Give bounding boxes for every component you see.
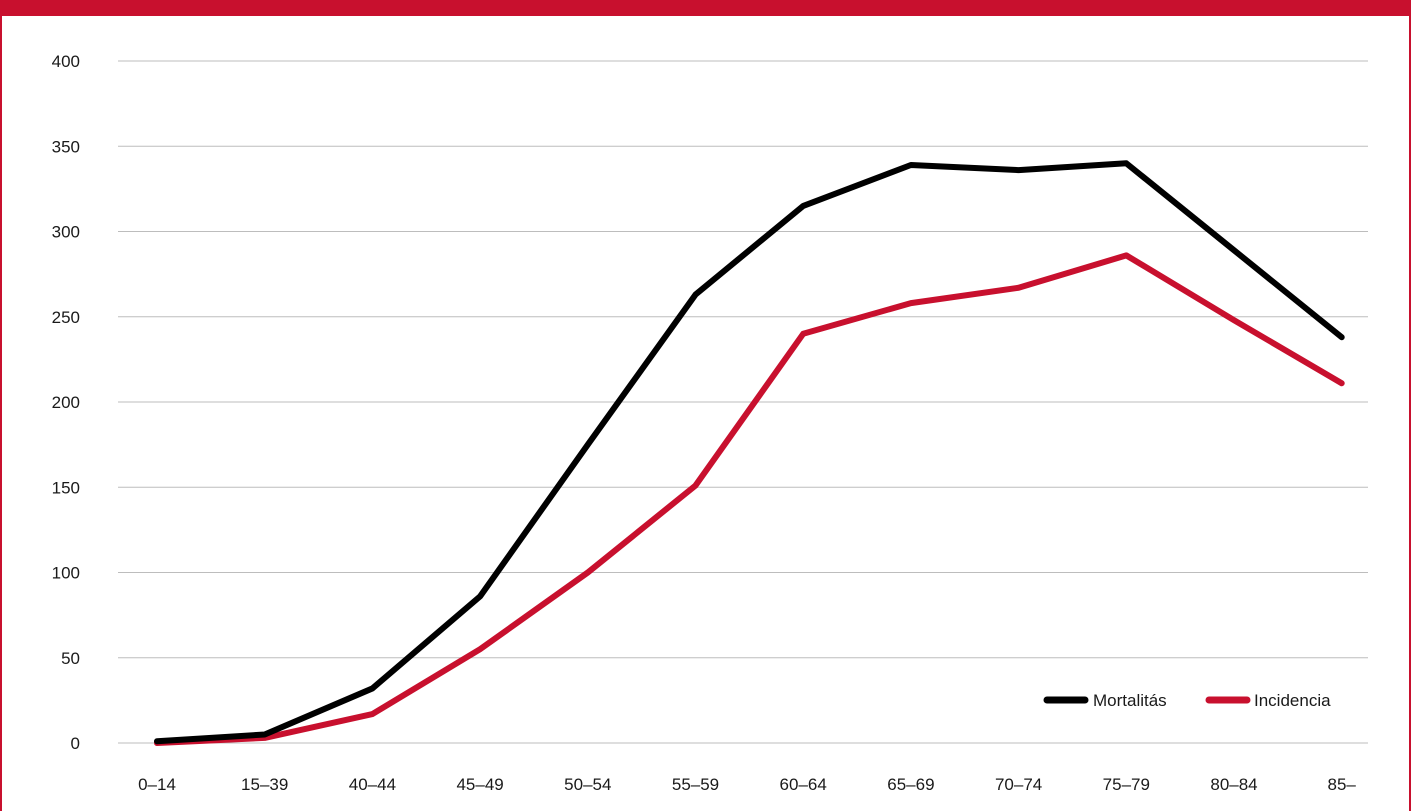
- data-point: [262, 731, 268, 737]
- x-tick-label: 65–69: [887, 775, 934, 794]
- data-point: [477, 593, 483, 599]
- data-point: [1123, 252, 1129, 258]
- x-tick-label: 85–: [1328, 775, 1357, 794]
- x-tick-label: 70–74: [995, 775, 1042, 794]
- legend-label-1: Incidencia: [1254, 691, 1331, 710]
- legend-label-0: Mortalitás: [1093, 691, 1167, 710]
- x-axis: 0–14 15–39 40–44 45–49 50–54 55–59 60–64 65–69 7…: [138, 775, 1356, 794]
- data-point: [693, 292, 698, 298]
- data-point: [908, 162, 914, 168]
- y-tick-label: 250: [52, 308, 80, 327]
- data-point: [1231, 247, 1237, 253]
- y-tick-label: 150: [52, 478, 80, 497]
- data-point: [800, 203, 806, 209]
- data-point: [1016, 285, 1022, 291]
- x-tick-label: 80–84: [1210, 775, 1257, 794]
- data-point: [1339, 334, 1345, 340]
- data-point: [369, 685, 375, 691]
- y-tick-label: 50: [61, 649, 80, 668]
- y-axis: 0 50 100 150 200 250 300 350 400: [52, 52, 80, 753]
- x-tick-label: 50–54: [564, 775, 611, 794]
- x-tick-label: 15–39: [241, 775, 288, 794]
- data-point: [1016, 167, 1022, 173]
- series-lines: [154, 160, 1345, 746]
- x-tick-label: 55–59: [672, 775, 719, 794]
- y-tick-label: 400: [52, 52, 80, 71]
- y-tick-label: 200: [52, 393, 80, 412]
- y-tick-label: 350: [52, 137, 80, 156]
- y-tick-label: 300: [52, 223, 80, 242]
- data-point: [585, 442, 591, 448]
- y-tick-label: 0: [71, 734, 80, 753]
- x-tick-label: 60–64: [780, 775, 827, 794]
- x-tick-label: 45–49: [456, 775, 503, 794]
- y-tick-label: 100: [52, 564, 80, 583]
- x-tick-label: 40–44: [349, 775, 396, 794]
- data-point: [154, 738, 160, 744]
- data-point: [477, 646, 483, 652]
- gridlines: [118, 60, 1368, 744]
- data-point: [1339, 380, 1345, 386]
- data-point: [800, 331, 806, 337]
- data-point: [369, 711, 375, 717]
- data-point: [693, 483, 698, 489]
- series-line-1: [154, 252, 1345, 746]
- data-point: [1123, 160, 1129, 166]
- legend: Mortalitás Incidencia: [1043, 691, 1331, 710]
- data-point: [1231, 317, 1237, 323]
- data-point: [585, 570, 591, 575]
- data-point: [908, 300, 914, 306]
- series-line-0: [154, 160, 1345, 745]
- x-tick-label: 0–14: [138, 775, 176, 794]
- x-tick-label: 75–79: [1103, 775, 1150, 794]
